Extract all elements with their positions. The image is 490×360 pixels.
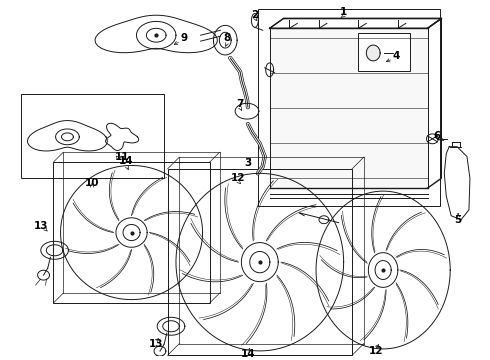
Text: 13: 13 [149, 339, 164, 349]
Text: 1: 1 [340, 6, 347, 17]
Text: 13: 13 [33, 221, 48, 231]
Bar [270, 28, 427, 188]
Text: 14: 14 [119, 157, 134, 166]
Text: 12: 12 [231, 173, 245, 183]
Text: 8: 8 [223, 33, 231, 43]
Text: 5: 5 [454, 215, 462, 225]
Text: 14: 14 [241, 349, 255, 359]
Text: 11: 11 [115, 152, 129, 162]
Bar [359, 33, 410, 71]
Text: 10: 10 [85, 178, 99, 188]
Polygon shape [367, 45, 380, 61]
Text: 4: 4 [392, 51, 400, 61]
Text: 3: 3 [245, 158, 251, 168]
Text: 12: 12 [369, 346, 384, 356]
Text: 9: 9 [180, 33, 187, 43]
Bar [168, 169, 352, 355]
Bar [258, 9, 441, 206]
Text: 2: 2 [251, 9, 259, 19]
Bar [53, 162, 210, 303]
Text: 6: 6 [434, 131, 441, 141]
Text: 7: 7 [236, 99, 244, 109]
Bar [21, 94, 164, 178]
